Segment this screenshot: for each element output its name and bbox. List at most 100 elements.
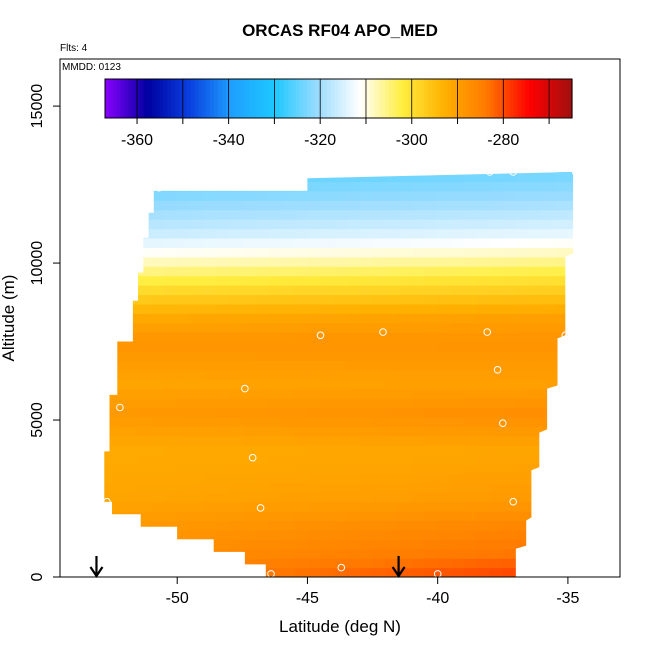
heatmap-cell bbox=[359, 341, 374, 352]
heatmap-cell bbox=[320, 200, 335, 211]
heatmap-cell bbox=[307, 454, 322, 465]
heatmap-cell bbox=[450, 463, 465, 474]
heatmap-cell bbox=[411, 303, 426, 314]
heatmap-cell bbox=[190, 332, 204, 343]
heatmap-cell bbox=[385, 520, 400, 531]
heatmap-cell bbox=[502, 350, 517, 361]
heatmap-cell bbox=[177, 398, 191, 409]
heatmap-cell bbox=[502, 275, 517, 286]
heatmap-cell bbox=[177, 200, 191, 211]
heatmap-cell bbox=[333, 303, 348, 314]
heatmap-cell bbox=[164, 275, 178, 286]
heatmap-cell bbox=[385, 445, 400, 456]
heatmap-cell bbox=[164, 285, 178, 296]
heatmap-cell bbox=[112, 247, 126, 258]
heatmap-cell bbox=[151, 492, 165, 503]
heatmap-cell bbox=[450, 492, 465, 503]
heatmap-cell bbox=[541, 266, 556, 277]
heatmap-cell bbox=[229, 294, 243, 305]
heatmap-cell bbox=[554, 237, 569, 248]
colorbar-cell bbox=[284, 79, 289, 118]
heatmap-cell bbox=[255, 172, 269, 173]
heatmap-cell bbox=[541, 548, 556, 559]
heatmap-cell bbox=[515, 548, 530, 559]
heatmap-cell bbox=[567, 539, 574, 550]
heatmap-cell bbox=[424, 200, 439, 211]
heatmap-cell bbox=[476, 492, 491, 503]
heatmap-cell bbox=[307, 350, 322, 361]
heatmap-cell bbox=[268, 426, 282, 437]
heatmap-cell bbox=[242, 275, 256, 286]
heatmap-cell bbox=[112, 322, 126, 333]
heatmap-cell bbox=[320, 219, 335, 230]
heatmap-cell bbox=[242, 454, 256, 465]
heatmap-cell bbox=[424, 341, 439, 352]
heatmap-cell bbox=[164, 501, 178, 512]
heatmap-cell bbox=[489, 548, 504, 559]
heatmap-cell bbox=[229, 463, 243, 474]
heatmap-cell bbox=[437, 426, 452, 437]
heatmap-cell bbox=[268, 209, 282, 220]
heatmap-cell bbox=[151, 445, 165, 456]
heatmap-cell bbox=[567, 303, 574, 314]
heatmap-cell bbox=[463, 275, 478, 286]
heatmap-cell bbox=[385, 219, 400, 230]
heatmap-cell bbox=[307, 190, 322, 201]
heatmap-cell bbox=[528, 172, 543, 183]
heatmap-cell bbox=[398, 369, 413, 380]
heatmap-cell bbox=[515, 200, 530, 211]
heatmap-cell bbox=[346, 379, 361, 390]
heatmap-cell bbox=[294, 548, 309, 559]
heatmap-cell bbox=[476, 407, 491, 418]
heatmap-cell bbox=[268, 228, 282, 239]
heatmap-cell bbox=[385, 416, 400, 427]
heatmap-cell bbox=[190, 172, 204, 183]
heatmap-cell bbox=[203, 416, 217, 427]
heatmap-cell bbox=[190, 190, 204, 201]
colorbar-cell bbox=[291, 79, 297, 118]
heatmap-cell bbox=[242, 172, 256, 173]
heatmap-cell bbox=[554, 426, 569, 437]
heatmap-cell bbox=[359, 379, 374, 390]
heatmap-cell bbox=[255, 190, 269, 201]
heatmap-cell bbox=[86, 257, 100, 267]
heatmap-cell bbox=[502, 454, 517, 465]
heatmap-cell bbox=[502, 492, 517, 503]
heatmap-cell bbox=[216, 360, 230, 371]
heatmap-cell bbox=[190, 341, 204, 352]
heatmap-cell bbox=[229, 369, 243, 380]
colorbar-cell bbox=[521, 79, 526, 118]
sample-point bbox=[548, 394, 557, 402]
heatmap-cell bbox=[203, 237, 217, 248]
heatmap-cell bbox=[411, 435, 426, 446]
heatmap-cell bbox=[424, 548, 439, 559]
heatmap-cell bbox=[450, 209, 465, 220]
heatmap-cell bbox=[359, 558, 374, 569]
heatmap-cell bbox=[138, 190, 152, 201]
heatmap-cell bbox=[255, 520, 269, 531]
position-arrow bbox=[89, 556, 104, 578]
heatmap-cell bbox=[372, 511, 387, 522]
heatmap-cell bbox=[424, 454, 439, 465]
heatmap-cell bbox=[190, 237, 204, 248]
heatmap-cell bbox=[294, 511, 309, 522]
colorbar-cell bbox=[536, 79, 542, 118]
heatmap-cell bbox=[307, 322, 322, 333]
heatmap-cell bbox=[216, 416, 230, 427]
heatmap-cell bbox=[242, 435, 256, 446]
heatmap-cell bbox=[502, 256, 517, 267]
heatmap-cell bbox=[541, 398, 556, 409]
heatmap-cell bbox=[125, 529, 139, 540]
heatmap-cell bbox=[424, 435, 439, 446]
heatmap-cell bbox=[125, 454, 139, 465]
heatmap-cell bbox=[320, 350, 335, 361]
heatmap-cell bbox=[242, 190, 256, 201]
heatmap-cell bbox=[489, 172, 504, 183]
heatmap-cell bbox=[203, 473, 217, 484]
x-tick-label: -35 bbox=[556, 590, 579, 607]
heatmap-cell bbox=[281, 275, 296, 286]
heatmap-cell bbox=[138, 388, 152, 399]
heatmap-cell bbox=[112, 303, 126, 314]
heatmap-cell bbox=[203, 285, 217, 296]
heatmap-cell bbox=[86, 520, 100, 530]
